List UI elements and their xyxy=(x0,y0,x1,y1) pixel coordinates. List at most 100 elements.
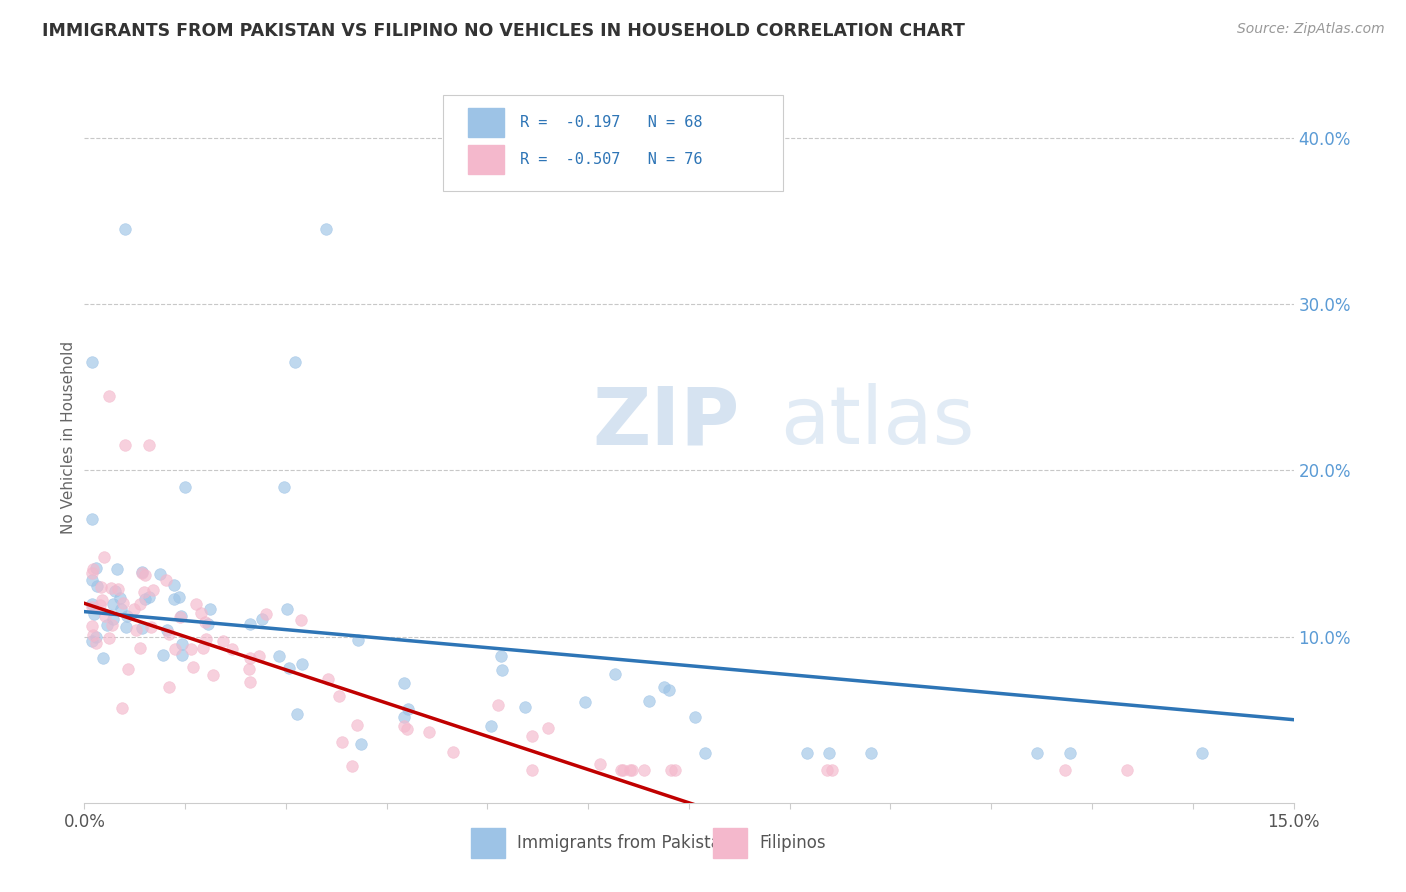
Point xyxy=(620,763,643,777)
Point xyxy=(105,562,128,576)
Point xyxy=(201,667,224,681)
Point xyxy=(1115,763,1137,777)
Point xyxy=(315,222,337,236)
Point xyxy=(103,598,125,612)
Point xyxy=(104,584,127,599)
Point xyxy=(134,568,156,582)
Point xyxy=(418,725,440,739)
Point xyxy=(1191,746,1213,760)
Point xyxy=(1059,746,1081,760)
Point xyxy=(340,759,363,773)
Point xyxy=(395,722,418,736)
Point xyxy=(269,649,291,664)
Point xyxy=(101,617,124,632)
Point xyxy=(115,609,138,624)
Point xyxy=(815,763,838,777)
Point xyxy=(97,388,120,402)
Point xyxy=(211,633,233,648)
Text: Filipinos: Filipinos xyxy=(759,834,825,852)
Point xyxy=(117,662,139,676)
Point xyxy=(612,763,634,777)
Point xyxy=(157,626,180,640)
FancyBboxPatch shape xyxy=(468,145,503,174)
Point xyxy=(90,580,112,594)
Text: atlas: atlas xyxy=(780,384,974,461)
Point xyxy=(167,590,190,604)
Point xyxy=(619,763,641,777)
Point xyxy=(101,612,124,626)
FancyBboxPatch shape xyxy=(443,95,783,191)
Point xyxy=(652,680,675,694)
Point xyxy=(796,746,818,760)
Point xyxy=(249,649,271,664)
Point xyxy=(84,630,107,644)
Point xyxy=(114,222,136,236)
Text: Immigrants from Pakistan: Immigrants from Pakistan xyxy=(517,834,731,852)
Point xyxy=(278,661,301,675)
Text: ZIP: ZIP xyxy=(592,384,740,461)
Point xyxy=(82,573,104,587)
Point xyxy=(149,567,172,582)
Point xyxy=(110,602,132,616)
Point xyxy=(664,763,686,777)
Point xyxy=(111,596,134,610)
Point xyxy=(190,606,212,620)
Point xyxy=(82,512,104,526)
Point xyxy=(193,640,215,655)
Point xyxy=(522,729,544,743)
Point xyxy=(100,581,122,595)
Text: Source: ZipAtlas.com: Source: ZipAtlas.com xyxy=(1237,22,1385,37)
Point xyxy=(82,566,104,581)
Point xyxy=(574,695,596,709)
Point xyxy=(221,642,243,657)
Point xyxy=(132,584,155,599)
Point xyxy=(90,593,112,607)
Point xyxy=(82,597,104,611)
Point xyxy=(82,627,104,641)
Point xyxy=(683,710,706,724)
Point xyxy=(142,582,165,597)
Point xyxy=(1026,746,1049,760)
Point xyxy=(254,607,277,622)
FancyBboxPatch shape xyxy=(471,829,505,858)
Point xyxy=(114,438,136,452)
Point xyxy=(156,623,179,637)
Point xyxy=(198,601,221,615)
Text: IMMIGRANTS FROM PAKISTAN VS FILIPINO NO VEHICLES IN HOUSEHOLD CORRELATION CHART: IMMIGRANTS FROM PAKISTAN VS FILIPINO NO … xyxy=(42,22,965,40)
Point xyxy=(821,763,844,777)
Point xyxy=(194,615,217,630)
Point xyxy=(392,719,415,733)
Point xyxy=(659,763,682,777)
Point xyxy=(122,601,145,615)
Point xyxy=(250,612,273,626)
Point xyxy=(273,480,295,494)
Point xyxy=(174,480,197,494)
Point xyxy=(163,592,186,607)
Point xyxy=(134,591,156,606)
Point xyxy=(82,599,104,614)
Point xyxy=(520,763,543,777)
Point xyxy=(346,718,368,732)
Point xyxy=(184,597,207,611)
Point xyxy=(330,734,353,748)
Point xyxy=(392,675,415,690)
Point xyxy=(86,561,108,575)
Point xyxy=(290,613,312,627)
Point xyxy=(392,710,415,724)
Point xyxy=(638,694,661,708)
Point xyxy=(97,631,120,645)
Point xyxy=(239,617,262,632)
Point xyxy=(537,721,560,735)
Point xyxy=(180,641,202,656)
Point xyxy=(181,660,204,674)
Point xyxy=(284,355,307,369)
Point xyxy=(515,700,537,714)
Point xyxy=(347,633,370,648)
Point xyxy=(238,662,260,676)
Point xyxy=(441,745,464,759)
Text: R =  -0.197   N = 68: R = -0.197 N = 68 xyxy=(520,115,702,130)
Point xyxy=(82,562,104,576)
Point xyxy=(115,620,138,634)
Point xyxy=(131,565,153,579)
Point xyxy=(658,682,681,697)
